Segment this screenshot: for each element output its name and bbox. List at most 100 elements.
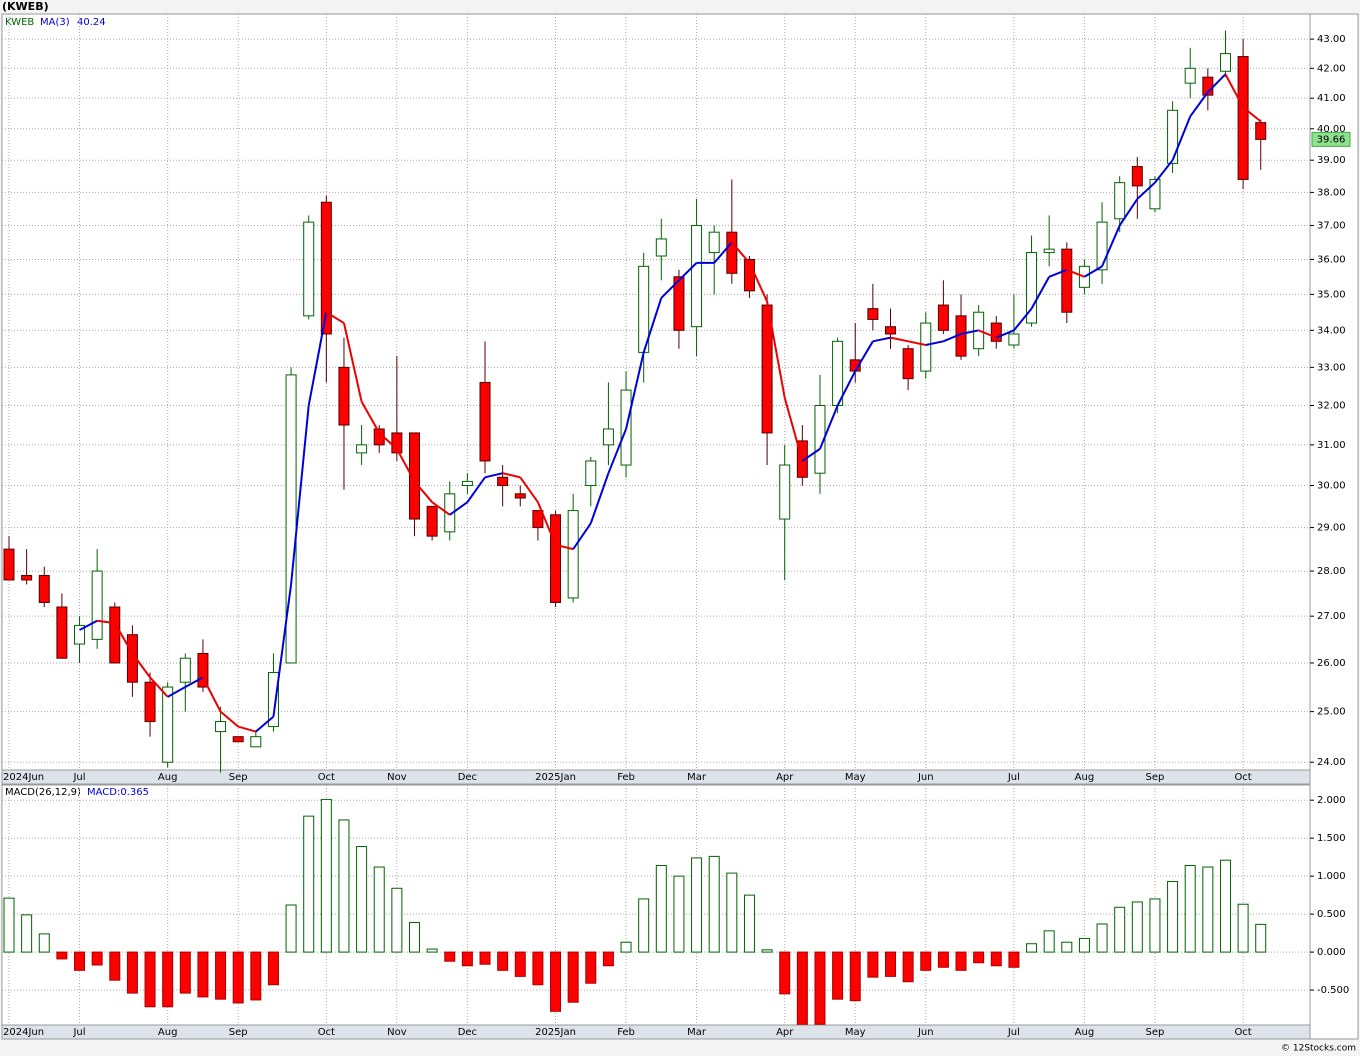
ma-segment xyxy=(872,336,891,343)
ma-segment xyxy=(536,501,557,546)
bar xyxy=(1114,906,1126,953)
ma-segment xyxy=(167,686,186,698)
bar xyxy=(743,894,755,953)
y-tick-label: -0.500 xyxy=(1317,985,1349,996)
candle-body xyxy=(1219,53,1231,72)
x-tick-label: Aug xyxy=(1075,772,1095,783)
bar xyxy=(179,951,191,994)
ma-segment xyxy=(519,476,539,503)
x-tick-label: Oct xyxy=(1234,772,1251,783)
y-tick-label: 1.500 xyxy=(1317,833,1346,844)
bar xyxy=(1096,923,1108,953)
candle-body xyxy=(74,624,86,645)
ma-segment xyxy=(1083,265,1103,278)
y-tick-label: 32.00 xyxy=(1317,400,1346,411)
ma-segment xyxy=(1224,73,1244,108)
candle-body xyxy=(320,201,332,335)
bar xyxy=(849,951,861,1002)
y-tick-label: 0.500 xyxy=(1317,909,1346,920)
bar xyxy=(620,941,632,953)
candle-body xyxy=(126,634,138,683)
bar xyxy=(1219,859,1231,953)
ma-segment xyxy=(1118,198,1139,227)
ma-segment xyxy=(502,472,521,479)
x-tick-label: Feb xyxy=(617,1027,635,1038)
candle-body xyxy=(338,366,350,426)
x-tick-label: Aug xyxy=(158,1027,178,1038)
bar xyxy=(885,951,896,977)
x-tick-label: Mar xyxy=(687,772,707,783)
x-tick-label: 2024Jun xyxy=(3,772,44,783)
candle-body xyxy=(1043,248,1055,254)
bars xyxy=(3,798,1267,1025)
x-tick-label: Jul xyxy=(1007,772,1020,783)
candle-body xyxy=(144,681,156,723)
y-tick-label: 41.00 xyxy=(1317,93,1346,104)
y-tick-label: 1.000 xyxy=(1317,871,1346,882)
ma-segment xyxy=(1171,116,1192,161)
x-tick-label: Dec xyxy=(458,772,477,783)
x-tick-label: May xyxy=(845,772,866,783)
bar xyxy=(126,951,138,994)
x-tick-label: Oct xyxy=(1234,1027,1251,1038)
bar xyxy=(373,866,385,953)
candle-body xyxy=(303,221,315,317)
ma-segment xyxy=(131,652,151,678)
ma-segment xyxy=(1066,268,1085,278)
bar xyxy=(109,951,121,981)
bar xyxy=(1131,901,1143,953)
candle-body xyxy=(779,464,791,520)
bar xyxy=(215,951,227,1000)
ma-segment xyxy=(995,329,1015,339)
bar xyxy=(867,951,879,978)
x-tick-label: Jun xyxy=(917,772,934,783)
bar xyxy=(162,951,174,1008)
bar xyxy=(197,951,209,998)
y-tick-label: 38.00 xyxy=(1317,187,1346,198)
ma-segment xyxy=(395,448,416,482)
bar xyxy=(232,951,244,1004)
date-strip xyxy=(1,769,1311,785)
candle-body xyxy=(162,686,174,763)
candle-body xyxy=(937,304,949,331)
candle-body xyxy=(1255,122,1267,140)
x-tick-label: Jul xyxy=(1007,1027,1020,1038)
candle-body xyxy=(38,575,50,603)
legend-value: 40.24 xyxy=(77,17,106,28)
candle-body xyxy=(673,276,685,331)
bar xyxy=(532,951,544,986)
x-tick-label: Nov xyxy=(387,772,407,783)
ma-segment xyxy=(307,312,328,406)
candle-body xyxy=(514,493,526,499)
x-tick-label: Aug xyxy=(158,772,178,783)
bar xyxy=(708,855,720,953)
y-tick-label: 31.00 xyxy=(1317,440,1346,451)
bar xyxy=(990,951,1002,967)
candle-body xyxy=(1061,248,1073,313)
bar xyxy=(497,951,509,971)
ma-segment xyxy=(149,676,169,698)
ma-segment xyxy=(907,340,926,346)
x-tick-label: 2025Jan xyxy=(535,1027,576,1038)
ma-segment xyxy=(713,241,733,264)
ma-segment xyxy=(272,584,293,717)
x-tick-label: Sep xyxy=(1146,1027,1165,1038)
bar xyxy=(602,951,614,967)
bar xyxy=(567,951,579,1003)
bar xyxy=(761,949,773,953)
x-tick-label: Sep xyxy=(229,1027,248,1038)
ma-segment xyxy=(555,543,574,551)
y-tick-label: 29.00 xyxy=(1317,523,1346,534)
ma-segment xyxy=(1154,159,1174,184)
candle-body xyxy=(1184,67,1196,84)
candle-body xyxy=(867,308,879,320)
bar xyxy=(726,872,738,953)
y-tick-label: 34.00 xyxy=(1317,325,1346,336)
bar xyxy=(21,914,33,953)
ma-segment xyxy=(678,262,698,281)
candle-body xyxy=(885,326,896,335)
bar xyxy=(1202,866,1214,953)
price-tag xyxy=(1311,131,1351,147)
ma-segment xyxy=(748,262,768,302)
ma-segment xyxy=(431,501,451,516)
